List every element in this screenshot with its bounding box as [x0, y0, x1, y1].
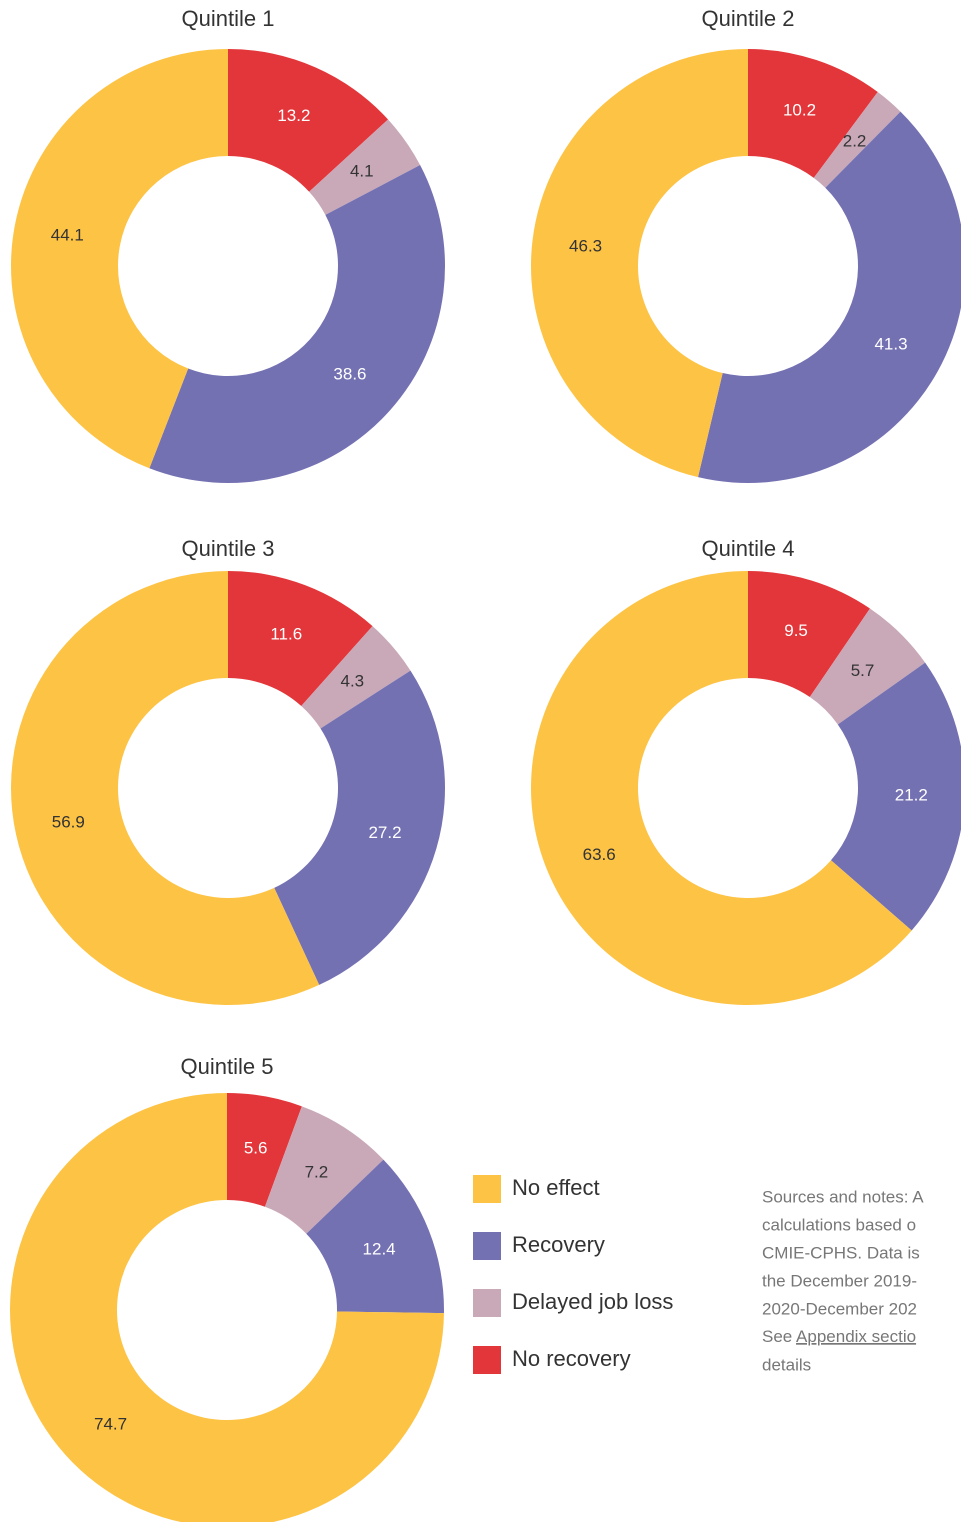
data-label: 4.1 — [350, 161, 374, 180]
data-label: 5.7 — [851, 661, 875, 680]
donut-segment — [274, 670, 445, 985]
chart-title: Quintile 1 — [182, 6, 275, 31]
donut-segment — [698, 111, 961, 483]
data-label: 2.2 — [843, 131, 867, 150]
data-label: 10.2 — [783, 100, 816, 119]
donut-segment — [10, 1093, 444, 1522]
donut-segment — [309, 119, 421, 215]
data-label: 7.2 — [305, 1163, 329, 1182]
donut-segment — [809, 608, 926, 725]
chart-title: Quintile 3 — [182, 536, 275, 561]
notes-line: calculations based o — [762, 1215, 916, 1234]
notes-line: CMIE-CPHS. Data is — [762, 1243, 920, 1262]
data-label: 12.4 — [363, 1239, 396, 1258]
legend-swatch — [473, 1346, 501, 1374]
donut-segment — [11, 49, 229, 469]
notes-link[interactable]: Appendix sectio — [796, 1327, 916, 1346]
legend-swatch — [473, 1289, 501, 1317]
notes-see: See Appendix sectio — [762, 1327, 916, 1346]
notes-line: 2020-December 202 — [762, 1299, 917, 1318]
notes-line: Sources and notes: A — [762, 1187, 924, 1206]
notes-line: the December 2019- — [762, 1271, 917, 1290]
donut-segment — [530, 571, 912, 1005]
data-label: 38.6 — [333, 364, 366, 383]
data-label: 41.3 — [874, 335, 907, 354]
donut-segment — [228, 49, 389, 192]
data-label: 46.3 — [569, 237, 602, 256]
data-label: 63.6 — [583, 845, 616, 864]
chart-title: Quintile 5 — [181, 1054, 274, 1079]
donut-segment — [10, 571, 320, 1006]
donut-segment — [228, 571, 373, 706]
donut-segment — [264, 1106, 384, 1234]
legend-label: Recovery — [512, 1232, 605, 1257]
donut-segment — [813, 92, 901, 188]
notes-see-word: See — [762, 1327, 792, 1346]
legend-swatch — [473, 1175, 501, 1203]
legend-label: No effect — [512, 1175, 600, 1200]
donut-segment — [830, 662, 961, 931]
legend-label: Delayed job loss — [512, 1289, 673, 1314]
data-label: 5.6 — [244, 1139, 268, 1158]
legend-swatch — [473, 1232, 501, 1260]
chart-title: Quintile 2 — [702, 6, 795, 31]
data-label: 56.9 — [52, 813, 85, 832]
data-label: 11.6 — [270, 625, 302, 644]
data-label: 13.2 — [277, 106, 310, 125]
chart-title: Quintile 4 — [702, 536, 795, 561]
donut-segment — [748, 49, 878, 178]
donut-segment — [301, 626, 411, 729]
notes-line: details — [762, 1355, 811, 1374]
data-label: 9.5 — [784, 621, 808, 640]
donut-segment — [531, 49, 748, 478]
data-label: 74.7 — [94, 1414, 127, 1433]
data-label: 44.1 — [51, 225, 84, 244]
data-label: 21.2 — [895, 786, 928, 805]
donut-segment — [149, 165, 446, 483]
data-label: 4.3 — [341, 671, 365, 690]
donut-segment — [748, 571, 870, 698]
legend-label: No recovery — [512, 1346, 631, 1371]
data-label: 27.2 — [368, 823, 401, 842]
donut-segment — [227, 1093, 302, 1207]
donut-segment — [306, 1159, 444, 1314]
